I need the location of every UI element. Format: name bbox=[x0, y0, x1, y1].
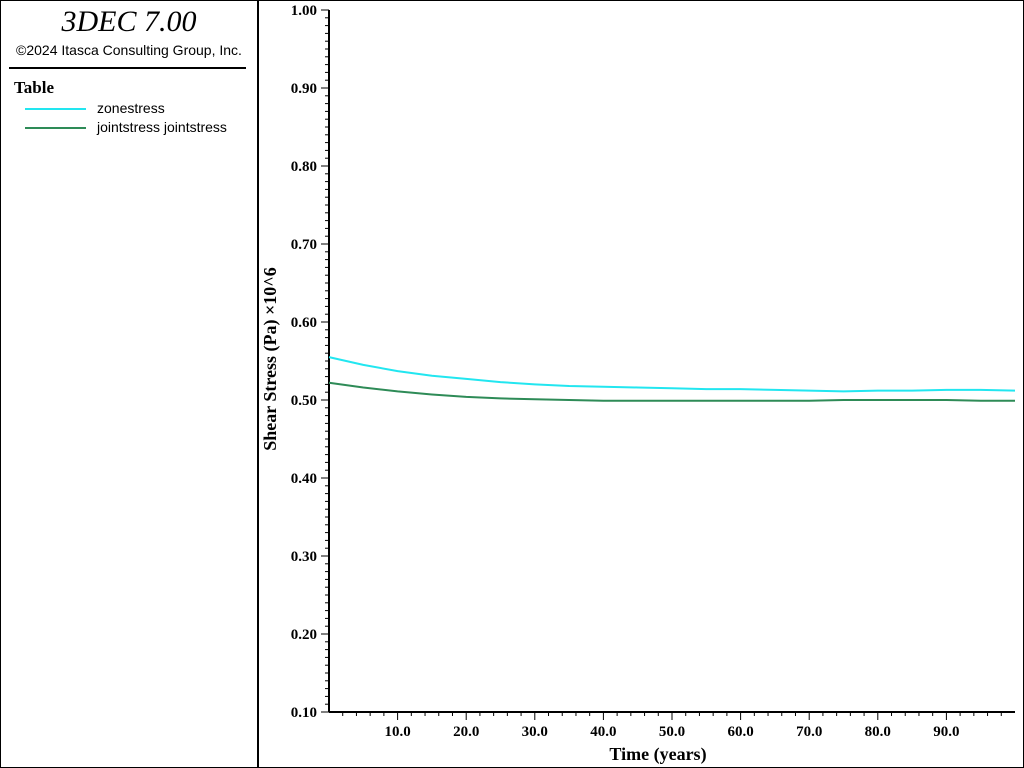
legend-label-jointstress: jointstress jointstress bbox=[97, 119, 227, 135]
legend-title: Table bbox=[14, 78, 55, 97]
y-tick-label: 0.60 bbox=[291, 315, 317, 331]
app-title: 3DEC 7.00 bbox=[61, 5, 197, 38]
series-line-jointstress bbox=[328, 381, 1015, 402]
legend-swatch-jointstress bbox=[25, 127, 86, 129]
copyright-text: ©2024 Itasca Consulting Group, Inc. bbox=[16, 42, 242, 58]
axes bbox=[328, 10, 1015, 713]
y-tick-label: 0.90 bbox=[291, 81, 317, 97]
x-tick-label: 50.0 bbox=[659, 724, 685, 740]
title-divider bbox=[9, 67, 246, 69]
y-tick-label: 0.40 bbox=[291, 471, 317, 487]
legend-panel: 3DEC 7.00 ©2024 Itasca Consulting Group,… bbox=[1, 1, 259, 767]
y-axis-title: Shear Stress (Pa) ×10^6 bbox=[260, 267, 281, 451]
y-tick-label: 0.30 bbox=[291, 549, 317, 565]
data-series bbox=[328, 356, 1016, 402]
x-tick-label: 60.0 bbox=[727, 724, 753, 740]
x-tick-label: 80.0 bbox=[865, 724, 891, 740]
axis-ticks: 0.10 0.20 0.30 0.40 0.50 0.60 0.70 0.80 0.90 1.00… bbox=[291, 3, 1002, 740]
y-tick-label: 0.10 bbox=[291, 705, 317, 721]
legend-label-zonestress: zonestress bbox=[97, 100, 165, 116]
y-tick-label: 1.00 bbox=[291, 3, 317, 19]
x-tick-label: 10.0 bbox=[384, 724, 410, 740]
legend-item-jointstress: jointstress jointstress bbox=[25, 119, 250, 137]
y-tick-label: 0.50 bbox=[291, 393, 317, 409]
x-tick-label: 30.0 bbox=[522, 724, 548, 740]
x-tick-label: 90.0 bbox=[933, 724, 959, 740]
x-tick-label: 20.0 bbox=[453, 724, 479, 740]
x-axis-title: Time (years) bbox=[609, 744, 706, 765]
y-tick-label: 0.80 bbox=[291, 159, 317, 175]
series-line-zonestress bbox=[328, 356, 1016, 393]
legend-item-zonestress: zonestress bbox=[25, 100, 250, 118]
y-tick-label: 0.70 bbox=[291, 237, 317, 253]
y-tick-label: 0.20 bbox=[291, 627, 317, 643]
legend-swatch-zonestress bbox=[25, 108, 86, 110]
x-tick-label: 40.0 bbox=[590, 724, 616, 740]
x-tick-label: 70.0 bbox=[796, 724, 822, 740]
